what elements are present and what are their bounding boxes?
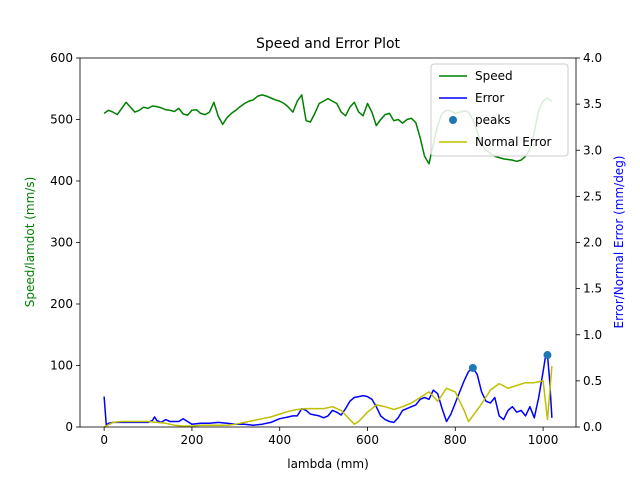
x-tick-label: 600 [356,433,379,447]
legend-label: peaks [475,113,511,127]
x-tick-label: 0 [100,433,108,447]
y-right-tick-label: 1.0 [583,328,602,342]
y-left-tick-label: 100 [50,359,73,373]
y-axis-left-title: Speed/lamdot (mm/s) [23,177,37,308]
legend-swatch [449,116,457,124]
y-right-tick-label: 4.0 [583,51,602,65]
x-tick-label: 200 [180,433,203,447]
axes-layer: 0 200 400 600 800 1000 0 100 200 300 400 500 600 0.0 0… [50,51,602,447]
y-right-tick-label: 0.0 [583,420,602,434]
series-line-normal-error [103,366,553,428]
y-right-tick-label: 3.0 [583,143,602,157]
x-axis-title: lambda (mm) [287,457,369,471]
x-tick-label: 1000 [528,433,559,447]
x-tick-label: 800 [444,433,467,447]
legend-label: Speed [475,69,513,83]
peak-point [468,363,477,372]
chart-title: Speed and Error Plot [256,36,401,52]
y-left-tick-label: 500 [50,113,73,127]
legend: Speed Error peaks Normal Error [430,63,569,157]
y-left-tick-label: 200 [50,297,73,311]
legend-box [430,63,569,157]
series-line-error [103,354,553,426]
y-left-tick-label: 600 [50,51,73,65]
legend-label: Normal Error [475,135,552,149]
y-axis-right-title: Error/Normal Error (mm/deg) [612,156,626,329]
y-left-tick-label: 400 [50,174,73,188]
y-right-tick-label: 3.5 [583,97,602,111]
y-right-tick-label: 1.5 [583,282,602,296]
legend-label: Error [475,91,504,105]
y-left-tick-label: 300 [50,236,73,250]
y-right-tick-label: 0.5 [583,374,602,388]
y-right-tick-label: 2.0 [583,236,602,250]
peak-point [543,351,552,360]
x-tick-label: 400 [268,433,291,447]
y-right-tick-label: 2.5 [583,189,602,203]
y-left-tick-label: 0 [65,420,73,434]
